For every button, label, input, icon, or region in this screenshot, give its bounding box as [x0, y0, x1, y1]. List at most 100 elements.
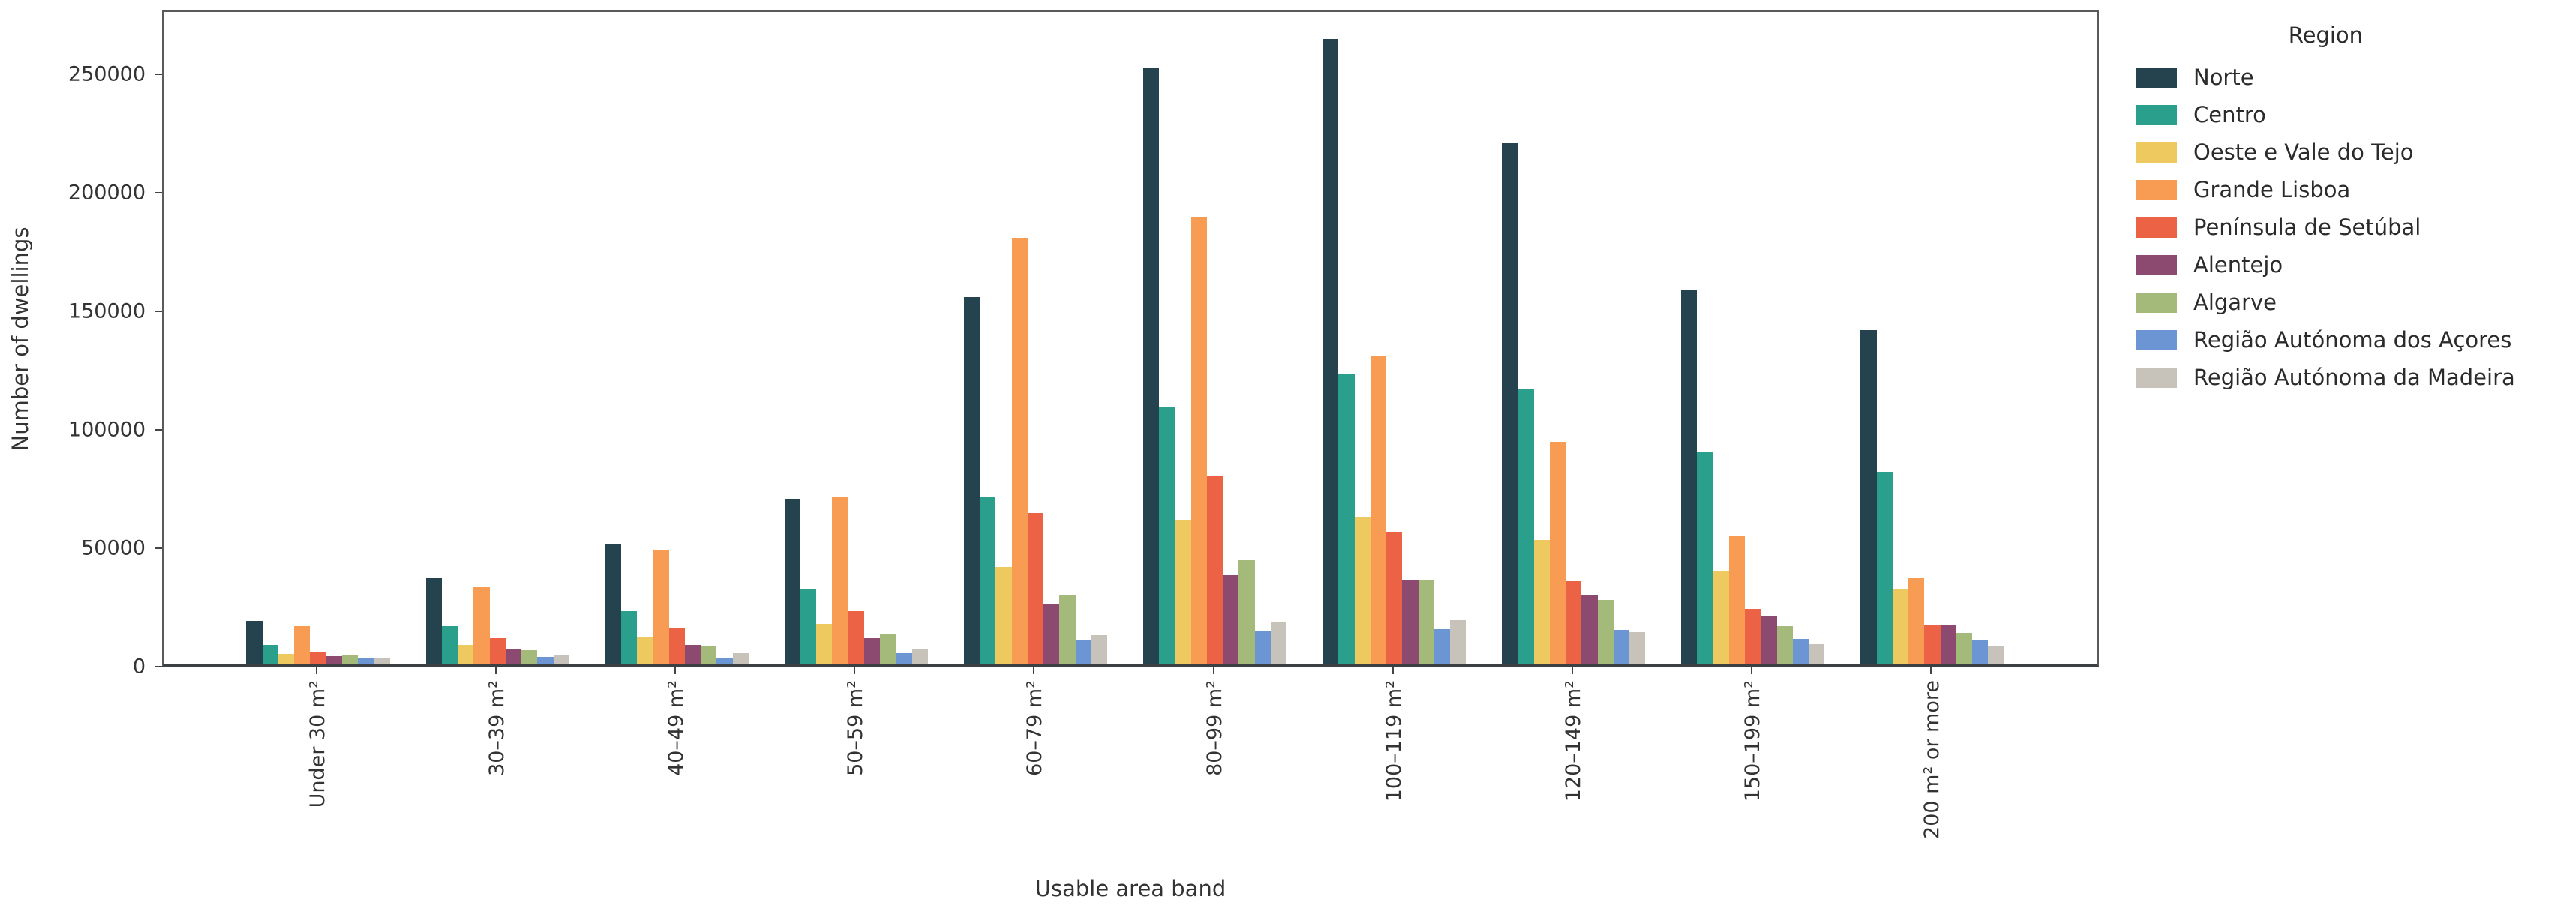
legend-swatch: [2136, 179, 2177, 200]
bar-grande-lisboa: [653, 550, 669, 664]
bar-pen-nsula-de-set-bal: [668, 628, 685, 664]
bar-alentejo: [1940, 626, 1956, 664]
bar-norte: [784, 499, 800, 664]
x-tick-label: 150–199 m²: [1740, 680, 1764, 802]
bar-centro: [1338, 374, 1355, 664]
bar-oeste-e-vale-do-tejo: [995, 567, 1012, 664]
bar-centro: [800, 590, 817, 664]
bar-centro: [1518, 388, 1534, 664]
bar-norte: [605, 544, 621, 664]
legend-item: Norte: [2136, 58, 2515, 96]
y-tick-mark: [155, 192, 162, 194]
bar-alentejo: [505, 650, 521, 664]
bar-regi-o-aut-noma-dos-a-ores: [1972, 640, 1989, 664]
legend-item: Centro: [2136, 96, 2515, 134]
bar-regi-o-aut-noma-dos-a-ores: [1254, 632, 1271, 664]
y-tick-label: 200000: [68, 181, 146, 205]
bar-norte: [1323, 39, 1339, 664]
x-tick-mark: [1392, 667, 1394, 674]
bar-algarve: [1238, 560, 1255, 664]
legend-label: Península de Setúbal: [2193, 214, 2421, 240]
bar-regi-o-aut-noma-dos-a-ores: [1434, 629, 1450, 664]
bar-regi-o-aut-noma-da-madeira: [1450, 620, 1467, 664]
bar-alentejo: [863, 638, 881, 664]
x-tick-mark: [1212, 667, 1214, 674]
bar-alentejo: [1581, 596, 1598, 664]
bar-oeste-e-vale-do-tejo: [816, 624, 833, 664]
legend-label: Oeste e Vale do Tejo: [2193, 140, 2414, 165]
x-axis-label: Usable area band: [1034, 876, 1226, 902]
bar-pen-nsula-de-set-bal: [1745, 609, 1761, 664]
bar-regi-o-aut-noma-dos-a-ores: [358, 658, 374, 664]
bar-oeste-e-vale-do-tejo: [637, 638, 653, 664]
bar-pen-nsula-de-set-bal: [1924, 626, 1941, 664]
x-tick-label: 200 m² or more: [1920, 680, 1944, 839]
legend-title: Region: [2288, 22, 2364, 48]
legend-label: Norte: [2193, 64, 2254, 90]
bar-centro: [1159, 406, 1175, 664]
y-tick-mark: [155, 310, 162, 312]
y-tick-label: 250000: [68, 62, 146, 86]
bar-regi-o-aut-noma-dos-a-ores: [896, 653, 912, 664]
bar-pen-nsula-de-set-bal: [489, 638, 506, 664]
bar-grande-lisboa: [832, 497, 848, 664]
legend-swatch: [2136, 142, 2177, 163]
legend-item: Grande Lisboa: [2136, 171, 2515, 208]
bar-regi-o-aut-noma-dos-a-ores: [537, 657, 554, 664]
bar-regi-o-aut-noma-dos-a-ores: [716, 658, 733, 664]
bar-grande-lisboa: [294, 626, 311, 664]
bar-alentejo: [684, 645, 701, 664]
bar-regi-o-aut-noma-da-madeira: [553, 656, 569, 664]
bar-norte: [963, 297, 980, 664]
y-tick-label: 0: [132, 655, 146, 679]
bar-oeste-e-vale-do-tejo: [458, 645, 474, 664]
bar-centro: [441, 626, 458, 664]
bar-centro: [980, 497, 996, 664]
bar-centro: [1697, 452, 1713, 664]
legend-label: Região Autónoma da Madeira: [2193, 364, 2515, 390]
legend-item: Península de Setúbal: [2136, 208, 2515, 246]
bar-regi-o-aut-noma-dos-a-ores: [1792, 639, 1809, 664]
bar-pen-nsula-de-set-bal: [310, 652, 326, 664]
bar-norte: [425, 578, 442, 664]
bar-regi-o-aut-noma-dos-a-ores: [1075, 640, 1091, 664]
y-tick-mark: [155, 548, 162, 549]
legend-swatch: [2136, 67, 2177, 88]
x-tick-mark: [1750, 667, 1752, 674]
bar-centro: [1876, 472, 1893, 664]
bar-pen-nsula-de-set-bal: [1386, 532, 1403, 664]
bar-oeste-e-vale-do-tejo: [1354, 518, 1371, 664]
x-tick-label: 30–39 m²: [485, 680, 509, 776]
legend-item: Algarve: [2136, 284, 2515, 321]
x-tick-mark: [495, 667, 497, 674]
bar-algarve: [701, 646, 717, 664]
y-tick-mark: [155, 666, 162, 668]
bar-grande-lisboa: [1549, 442, 1566, 664]
legend-swatch: [2136, 217, 2177, 238]
bar-regi-o-aut-noma-da-madeira: [1988, 646, 2004, 664]
x-tick-label: Under 30 m²: [306, 680, 329, 808]
bar-pen-nsula-de-set-bal: [1027, 513, 1044, 664]
bar-norte: [1681, 290, 1698, 664]
bar-pen-nsula-de-set-bal: [1566, 581, 1582, 664]
bar-regi-o-aut-noma-da-madeira: [911, 649, 928, 664]
legend-swatch: [2136, 292, 2177, 313]
legend-item: Região Autónoma dos Açores: [2136, 321, 2515, 358]
bar-alentejo: [1761, 616, 1777, 664]
bar-norte: [1502, 143, 1518, 664]
bar-algarve: [1597, 600, 1614, 664]
bar-norte: [1142, 68, 1160, 664]
x-tick-mark: [1571, 667, 1573, 674]
x-tick-label: 120–149 m²: [1561, 680, 1585, 802]
bar-alentejo: [1043, 604, 1060, 664]
bar-oeste-e-vale-do-tejo: [278, 654, 295, 664]
bar-pen-nsula-de-set-bal: [1206, 476, 1223, 664]
y-tick-mark: [155, 74, 162, 75]
legend: Region Norte Centro Oeste e Vale do Tejo Gr…: [2136, 22, 2515, 396]
bar-grande-lisboa: [1908, 578, 1925, 664]
bar-norte: [1860, 330, 1877, 664]
x-tick-mark: [316, 667, 317, 674]
x-tick-mark: [1033, 667, 1035, 674]
legend-label: Centro: [2193, 102, 2266, 128]
bar-grande-lisboa: [473, 587, 490, 664]
